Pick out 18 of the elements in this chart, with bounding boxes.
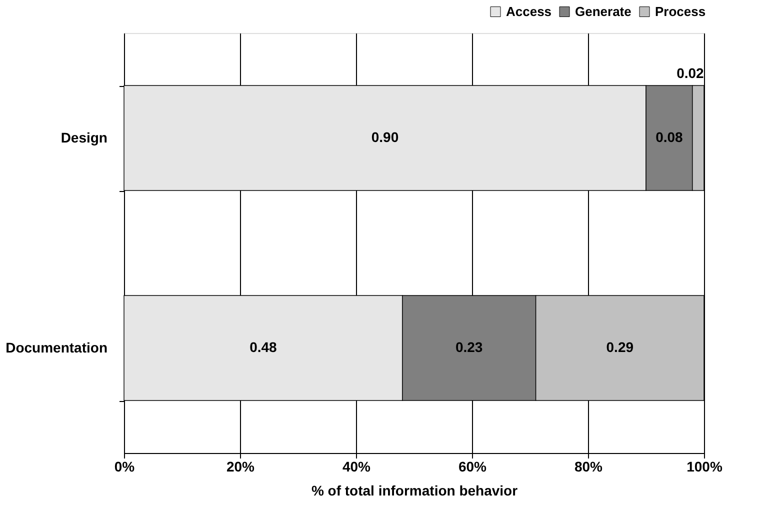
data-label: 0.08 xyxy=(656,129,684,145)
legend-label: Access xyxy=(506,4,552,19)
x-tick-label: 0% xyxy=(114,458,136,474)
legend-label: Process xyxy=(655,4,706,19)
x-tick-label: 20% xyxy=(226,458,256,474)
data-label: 0.02 xyxy=(676,65,704,81)
data-label: 0.29 xyxy=(606,339,634,355)
data-label: 0.48 xyxy=(250,339,278,355)
x-tick-label: 80% xyxy=(574,458,604,474)
y-tick-label: Design xyxy=(60,130,108,146)
x-axis-title: % of total information behavior xyxy=(311,482,518,498)
y-tick-label: Documentation xyxy=(6,340,108,356)
data-label: 0.90 xyxy=(371,129,399,145)
x-tick-label: 60% xyxy=(458,458,488,474)
data-label: 0.23 xyxy=(455,339,483,355)
x-tick-label: 100% xyxy=(686,458,723,474)
legend-label: Generate xyxy=(575,4,632,19)
x-tick-label: 40% xyxy=(342,458,372,474)
